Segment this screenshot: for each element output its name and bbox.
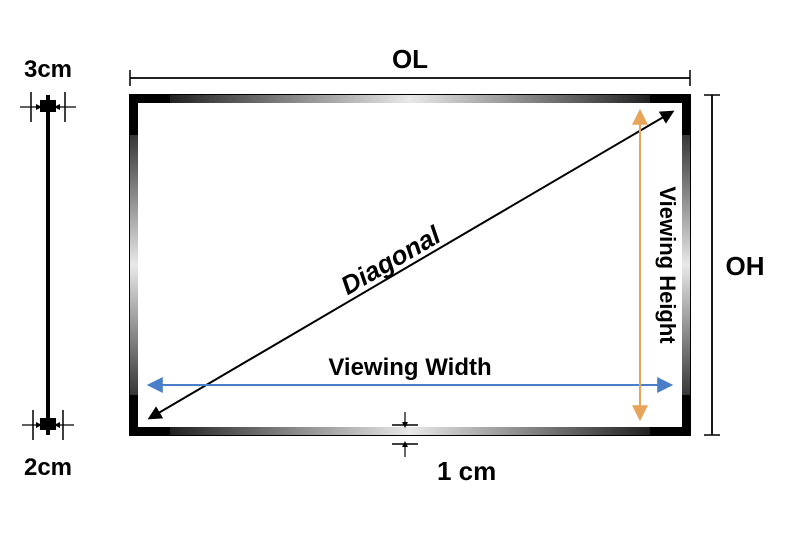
frame-depth-label: 1 cm — [437, 456, 496, 486]
ol-label: OL — [392, 44, 428, 74]
thickness-top-label: 3cm — [24, 56, 72, 83]
side-profile — [20, 92, 76, 440]
oh-label: OH — [726, 251, 765, 281]
screen-dimension-diagram: 3cm 2cm OL OH Diagonal Viewing Width Vie… — [0, 0, 800, 550]
viewing-height-label: Viewing Height — [655, 186, 680, 344]
viewing-width-label: Viewing Width — [328, 354, 491, 381]
thickness-bottom-label: 2cm — [24, 454, 72, 481]
diagonal-label: Diagonal — [335, 219, 446, 300]
